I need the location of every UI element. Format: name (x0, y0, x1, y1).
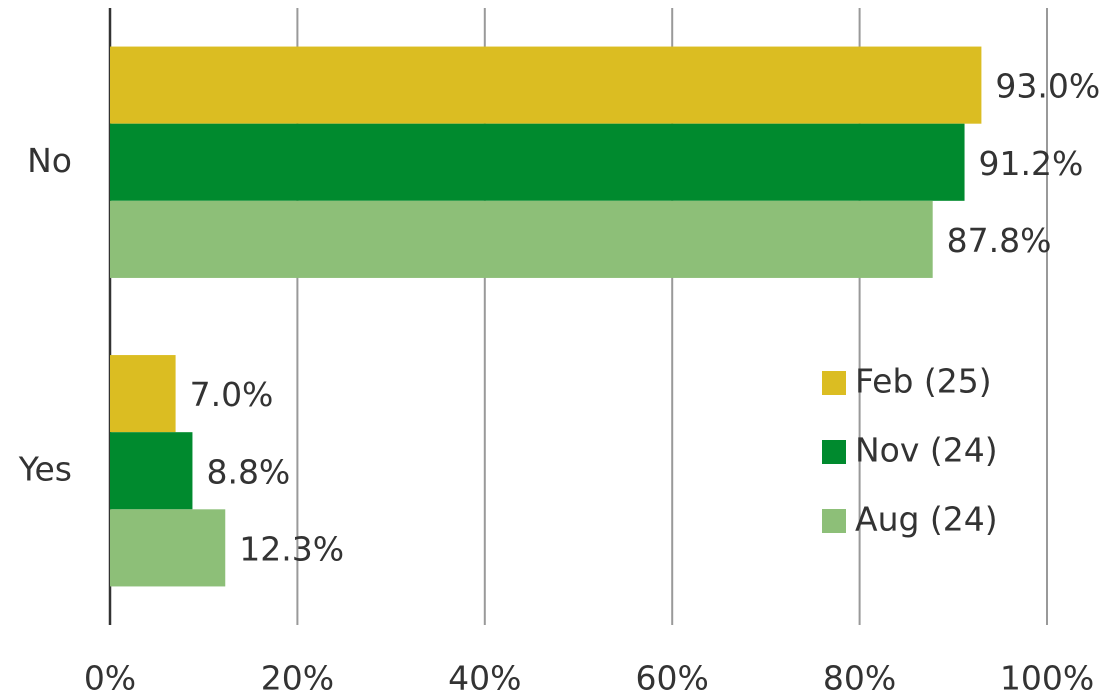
bar (110, 123, 965, 201)
bar (110, 509, 226, 587)
value-label: 91.2% (979, 144, 1084, 183)
legend-swatch (822, 371, 846, 395)
value-label: 8.8% (206, 452, 290, 491)
x-tick-label: 0% (84, 659, 136, 698)
value-label: 12.3% (239, 529, 344, 568)
x-tick-label: 100% (1000, 659, 1094, 698)
y-tick-label: No (27, 141, 72, 180)
bar (110, 46, 982, 124)
value-label: 7.0% (190, 375, 274, 414)
legend-label: Feb (25) (855, 362, 992, 401)
x-tick-label: 60% (636, 659, 709, 698)
value-label: 87.8% (947, 221, 1052, 260)
x-tick-label: 80% (823, 659, 896, 698)
bar (110, 432, 193, 510)
value-label: 93.0% (995, 67, 1100, 106)
bar (110, 355, 176, 433)
legend-label: Aug (24) (855, 500, 998, 539)
x-tick-label: 40% (448, 659, 521, 698)
legend-label: Nov (24) (855, 431, 998, 470)
bar (110, 200, 933, 278)
legend-swatch (822, 509, 846, 533)
y-tick-label: Yes (18, 449, 72, 488)
legend-swatch (822, 440, 846, 464)
x-tick-label: 20% (261, 659, 334, 698)
